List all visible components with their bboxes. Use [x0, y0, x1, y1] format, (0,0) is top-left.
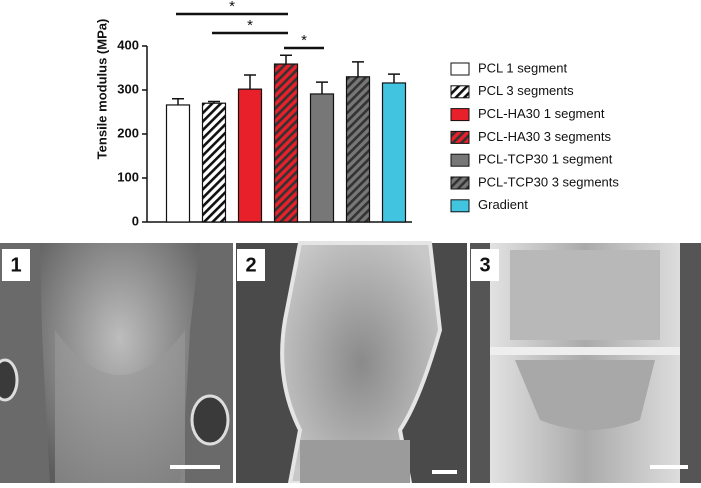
y-tick-label: 100: [117, 169, 139, 184]
significance-label: *: [229, 0, 235, 15]
significance-label: *: [247, 17, 253, 34]
legend-swatch: [450, 108, 470, 122]
error-bar: [208, 100, 220, 104]
error-bar: [244, 74, 256, 90]
bar: [345, 76, 371, 223]
panel-label: 3: [479, 254, 490, 276]
legend-label: PCL-HA30 1 segment: [478, 106, 605, 121]
sem-image: [470, 243, 701, 483]
error-bar: [280, 54, 292, 65]
legend-swatch: [450, 85, 470, 99]
bar: [201, 102, 227, 223]
legend-label: Gradient: [478, 197, 528, 212]
legend-label: PCL-TCP30 1 segment: [478, 152, 613, 167]
legend-swatch: [450, 176, 470, 190]
panel-label: 2: [245, 254, 256, 276]
legend-label: PCL 3 segments: [478, 83, 574, 98]
y-tick-label: 200: [117, 125, 139, 140]
panel-label-box: [2, 249, 30, 281]
y-tick-label: 0: [132, 213, 139, 228]
significance-label: *: [301, 32, 307, 49]
bar: [309, 93, 335, 223]
panel-label-box: [237, 249, 265, 281]
sem-image: [236, 241, 467, 485]
error-bar: [172, 98, 184, 105]
sem-image: [0, 243, 233, 483]
y-tick-label: 400: [117, 37, 139, 52]
bar: [237, 88, 263, 223]
legend-swatch: [450, 62, 470, 76]
legend-swatch: [450, 153, 470, 167]
y-tick-label: 300: [117, 81, 139, 96]
legend-label: PCL-HA30 3 segments: [478, 129, 611, 144]
bar: [273, 63, 299, 223]
error-bar: [352, 61, 364, 77]
legend-label: PCL 1 segment: [478, 60, 568, 75]
panel-label-box: [471, 249, 499, 281]
legend-label: PCL-TCP30 3 segments: [478, 174, 619, 189]
legend-swatch: [450, 130, 470, 144]
bar: [165, 104, 191, 223]
y-axis-label: Tensile modulus (MPa): [94, 19, 109, 160]
error-bar: [388, 73, 400, 83]
panel-label: 1: [10, 254, 21, 276]
bar: [381, 82, 407, 223]
error-bar: [316, 81, 328, 94]
legend-swatch: [450, 199, 470, 213]
